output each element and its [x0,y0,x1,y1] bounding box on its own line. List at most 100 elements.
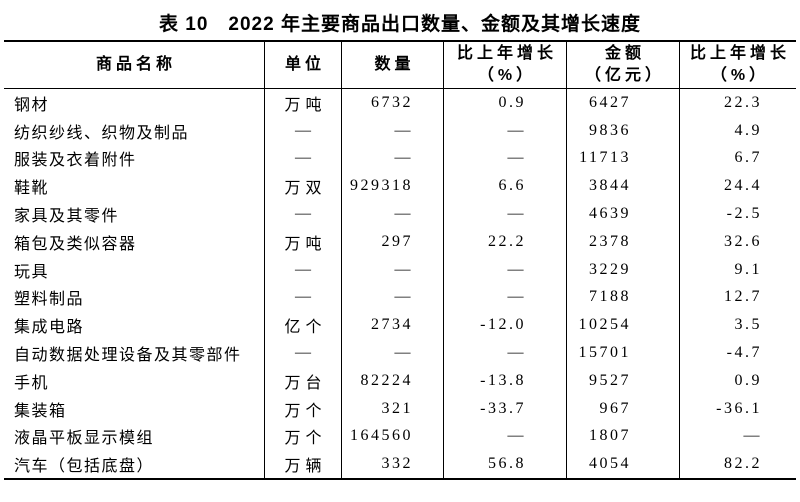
commodity-name-cell: 服装及衣着附件 [4,144,265,173]
unit-cell: 万吨 [265,227,342,256]
amount-growth-cell: 3.5 [734,316,762,334]
amount-cell: 7188 [567,283,680,312]
header-label: 比上年增长 [689,45,790,63]
amount-growth-cell: 12.7 [724,288,762,306]
header-unit: 单位 [265,42,342,88]
quantity-cell: — [342,116,444,145]
commodity-name-cell: 家具及其零件 [4,200,265,228]
amount-growth-cell: — [743,427,762,445]
amount-growth-cell: 22.3 [724,93,762,111]
unit-cell: — [265,283,342,312]
commodity-name-cell: 液晶平板显示模组 [4,422,265,451]
amount-growth-cell: 4.9 [734,121,762,139]
quantity-growth-cell: 56.8 [444,450,567,478]
amount-growth-cell: 32.6 [724,232,762,250]
unit-cell: — [265,144,342,173]
header-quantity-growth: 比上年增长 （%） [444,42,567,88]
quantity-growth-cell: — [444,339,567,367]
unit-cell: 万台 [265,366,342,395]
table-row: 纺织纱线、织物及制品 — — —9836 4.9 [4,116,796,145]
amount-cell: 2378 [567,227,680,256]
quantity-growth-cell: 0.9 [444,89,567,117]
header-label: 比上年增长 [456,45,557,63]
quantity-growth-cell: — [444,116,567,145]
unit-cell: 万个 [265,394,342,423]
commodity-name-cell: 纺织纱线、织物及制品 [4,116,265,145]
header-amount-growth: 比上年增长 （%） [680,42,796,88]
table-row: 家具及其零件 — — —4639 -2.5 [4,200,796,228]
table-header-row: 商品名称 单位 数量 比上年增长 （%） 金额 （亿元） 比上年增长 （%） [4,42,796,89]
amount-cell: 1807 [567,422,680,451]
table-row: 塑料制品 — — —7188 12.7 [4,283,796,312]
header-sublabel: （亿元） [584,67,665,84]
quantity-cell: — [342,200,444,228]
unit-cell: 万双 [265,172,342,201]
unit-cell: 万辆 [265,450,342,478]
quantity-cell: — [342,283,444,312]
amount-cell: 3844 [567,172,680,201]
table-row: 箱包及类似容器 万吨 297 22.2 2378 32.6 [4,227,796,256]
quantity-growth-cell: — [444,283,567,312]
quantity-cell: 929318 [342,172,444,201]
commodity-name-cell: 鞋靴 [4,172,265,201]
table-row: 鞋靴 万双 929318 6.6 3844 24.4 [4,172,796,201]
commodity-name-cell: 手机 [4,366,265,395]
unit-cell: — [265,116,342,145]
amount-cell: 4639 [567,200,680,228]
table-row: 钢材 万吨 6732 0.9 6427 22.3 [4,89,796,117]
table-row: 集装箱 万个 321 -33.7 967 -36.1 [4,394,796,423]
unit-cell: — [265,255,342,284]
commodity-name-cell: 集成电路 [4,311,265,340]
amount-growth-cell: 0.9 [734,371,762,389]
amount-growth-cell: 9.1 [734,260,762,278]
quantity-growth-cell: 22.2 [444,227,567,256]
amount-growth-cell: -2.5 [726,205,762,223]
amount-growth-cell: -4.7 [726,343,762,361]
header-quantity: 数量 [342,42,444,88]
quantity-growth-cell: -12.0 [444,311,567,340]
table-row: 汽车（包括底盘） 万辆 332 56.8 4054 82.2 [4,450,796,478]
commodity-name-cell: 箱包及类似容器 [4,227,265,256]
amount-cell: 15701 [567,339,680,367]
quantity-growth-cell: — [444,200,567,228]
table-row: 液晶平板显示模组 万个 164560—1807— [4,422,796,451]
quantity-cell: 332 [342,450,444,478]
quantity-growth-cell: — [444,255,567,284]
quantity-cell: 6732 [342,89,444,117]
quantity-cell: 2734 [342,311,444,340]
unit-cell: — [265,339,342,367]
header-commodity-name: 商品名称 [4,42,265,88]
quantity-cell: — [342,144,444,173]
quantity-growth-cell: -13.8 [444,366,567,395]
header-label: 金额 [604,45,645,63]
quantity-cell: — [342,255,444,284]
amount-growth-cell: 82.2 [724,455,762,473]
table-row: 集成电路 亿个 2734 -12.0 10254 3.5 [4,311,796,340]
quantity-cell: — [342,339,444,367]
commodity-name-cell: 集装箱 [4,394,265,423]
export-commodities-table: 商品名称 单位 数量 比上年增长 （%） 金额 （亿元） 比上年增长 （%） 钢… [4,40,796,480]
unit-cell: — [265,200,342,228]
amount-cell: 9836 [567,116,680,145]
quantity-growth-cell: — [444,144,567,173]
table-row: 自动数据处理设备及其零部件 — — —15701 -4.7 [4,339,796,367]
commodity-name-cell: 玩具 [4,255,265,284]
amount-cell: 967 [567,394,680,423]
header-sublabel: （%） [710,67,770,84]
quantity-cell: 164560 [342,422,444,451]
quantity-cell: 82224 [342,366,444,395]
unit-cell: 亿个 [265,311,342,340]
header-label: 数量 [374,56,415,74]
header-amount: 金额 （亿元） [567,42,680,88]
commodity-name-cell: 汽车（包括底盘） [4,450,265,478]
amount-growth-cell: -36.1 [716,399,762,417]
table-row: 玩具 — — —3229 9.1 [4,255,796,284]
table-row: 手机 万台 82224 -13.8 9527 0.9 [4,366,796,395]
quantity-cell: 321 [342,394,444,423]
quantity-growth-cell: -33.7 [444,394,567,423]
commodity-name-cell: 钢材 [4,89,265,117]
header-label: 商品名称 [95,56,176,74]
commodity-name-cell: 塑料制品 [4,283,265,312]
amount-cell: 3229 [567,255,680,284]
